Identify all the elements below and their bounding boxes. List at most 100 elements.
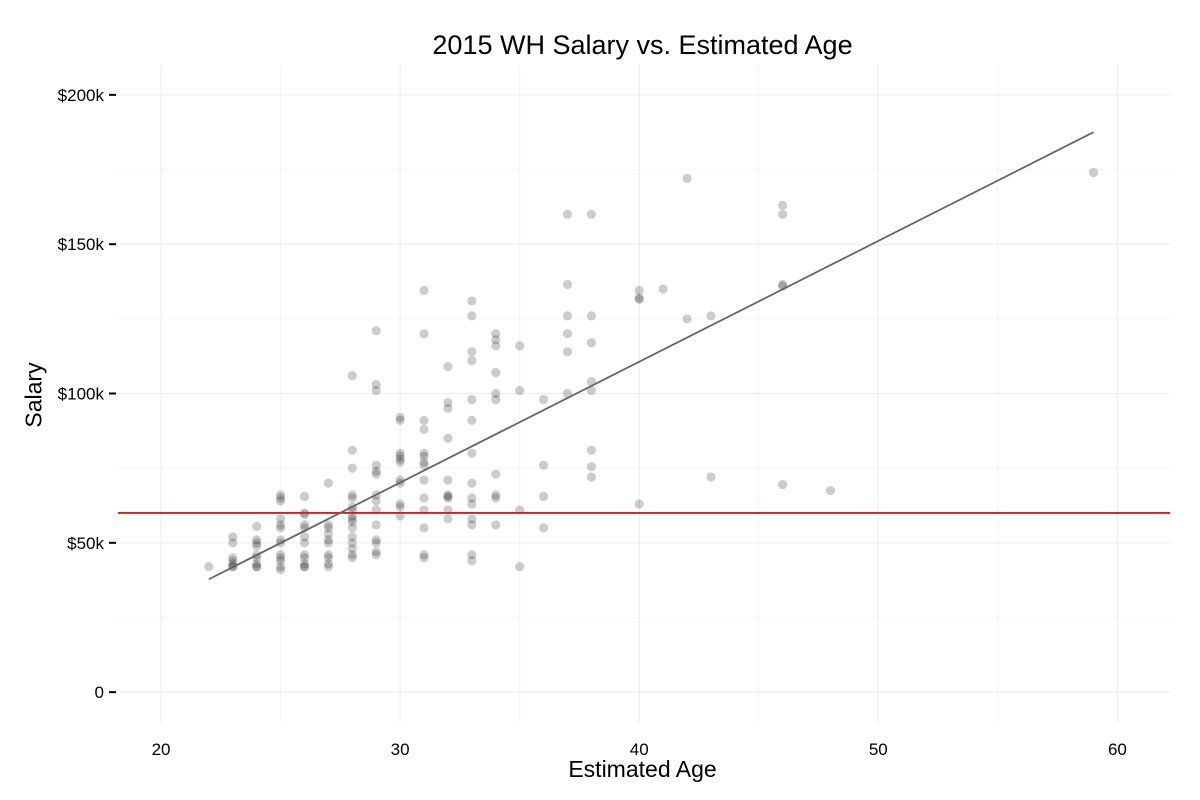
data-point — [586, 385, 597, 396]
data-point — [371, 379, 381, 390]
x-tick-label: 20 — [152, 740, 171, 759]
data-point — [825, 485, 836, 496]
data-point — [275, 562, 286, 572]
data-point — [395, 454, 405, 464]
data-point — [204, 562, 214, 572]
data-point — [634, 499, 644, 509]
data-point — [347, 523, 357, 533]
data-point — [467, 415, 477, 425]
data-point — [323, 559, 333, 569]
data-point — [275, 565, 286, 575]
data-point — [275, 520, 286, 530]
data-point — [275, 496, 286, 506]
data-point — [586, 462, 597, 472]
data-point — [491, 335, 501, 345]
data-point — [347, 490, 357, 500]
data-point — [706, 472, 716, 482]
data-point — [491, 341, 501, 351]
data-point — [323, 535, 333, 545]
data-point — [299, 532, 310, 542]
data-point — [562, 388, 573, 399]
data-point — [323, 562, 333, 572]
data-point — [634, 285, 644, 296]
data-point — [395, 415, 405, 425]
data-point — [467, 394, 477, 405]
data-point — [443, 362, 453, 372]
data-point — [299, 538, 310, 548]
axes: 0 $50k $100k $150k $200k 20 30 40 50 60 — [58, 86, 1127, 759]
data-point — [275, 493, 286, 503]
data-point — [371, 520, 381, 530]
data-point — [586, 338, 597, 348]
data-point — [467, 311, 477, 321]
data-point — [491, 490, 501, 500]
grid — [118, 65, 1170, 722]
data-point — [634, 293, 644, 303]
data-point — [467, 493, 477, 503]
data-point — [347, 445, 357, 455]
chart-title: 2015 WH Salary vs. Estimated Age — [432, 30, 853, 60]
data-point — [491, 469, 501, 479]
data-point — [395, 502, 405, 512]
data-point — [634, 294, 644, 305]
plot-marks — [204, 167, 1099, 575]
data-point — [252, 562, 262, 572]
x-tick-label: 40 — [630, 740, 649, 759]
data-point — [538, 394, 549, 405]
data-point — [275, 553, 286, 563]
data-point — [778, 479, 788, 490]
data-point — [275, 556, 286, 566]
data-point — [419, 553, 429, 563]
data-point — [275, 550, 286, 560]
data-point — [467, 356, 477, 366]
data-point — [395, 457, 405, 467]
data-point — [395, 451, 405, 461]
data-point — [515, 562, 525, 572]
data-point — [371, 538, 381, 548]
data-point — [299, 559, 310, 569]
data-point — [419, 329, 429, 339]
data-point — [299, 550, 310, 560]
data-point — [371, 469, 381, 479]
data-point — [371, 550, 381, 560]
data-point — [419, 493, 429, 503]
data-point — [467, 296, 477, 306]
data-point — [275, 523, 286, 533]
data-point — [586, 311, 597, 321]
data-point — [491, 329, 501, 339]
data-point — [299, 562, 310, 572]
data-point — [252, 541, 262, 551]
data-point — [538, 523, 549, 533]
data-point — [491, 520, 501, 530]
data-point — [491, 388, 501, 399]
data-point — [562, 279, 573, 290]
data-point — [323, 553, 333, 563]
data-point — [538, 491, 549, 502]
data-point — [299, 509, 310, 520]
data-point — [443, 433, 453, 443]
data-point — [275, 514, 286, 524]
data-point — [491, 367, 501, 378]
data-point — [371, 460, 381, 470]
data-point — [778, 209, 788, 219]
data-point — [443, 514, 453, 524]
data-point — [443, 493, 453, 503]
data-point — [252, 559, 262, 569]
trend-line — [208, 131, 1094, 581]
data-point — [562, 329, 573, 339]
data-point — [323, 529, 333, 539]
data-point — [228, 553, 238, 563]
data-point — [299, 553, 310, 563]
data-point — [706, 311, 716, 321]
data-point — [371, 535, 381, 545]
y-tick-label: $200k — [58, 86, 105, 105]
x-tick-label: 30 — [391, 740, 410, 759]
data-point — [395, 499, 405, 509]
data-point — [299, 520, 310, 530]
data-point — [252, 538, 262, 548]
data-point — [467, 556, 477, 566]
data-point — [515, 341, 525, 351]
data-point — [347, 370, 357, 381]
data-point — [467, 520, 477, 530]
